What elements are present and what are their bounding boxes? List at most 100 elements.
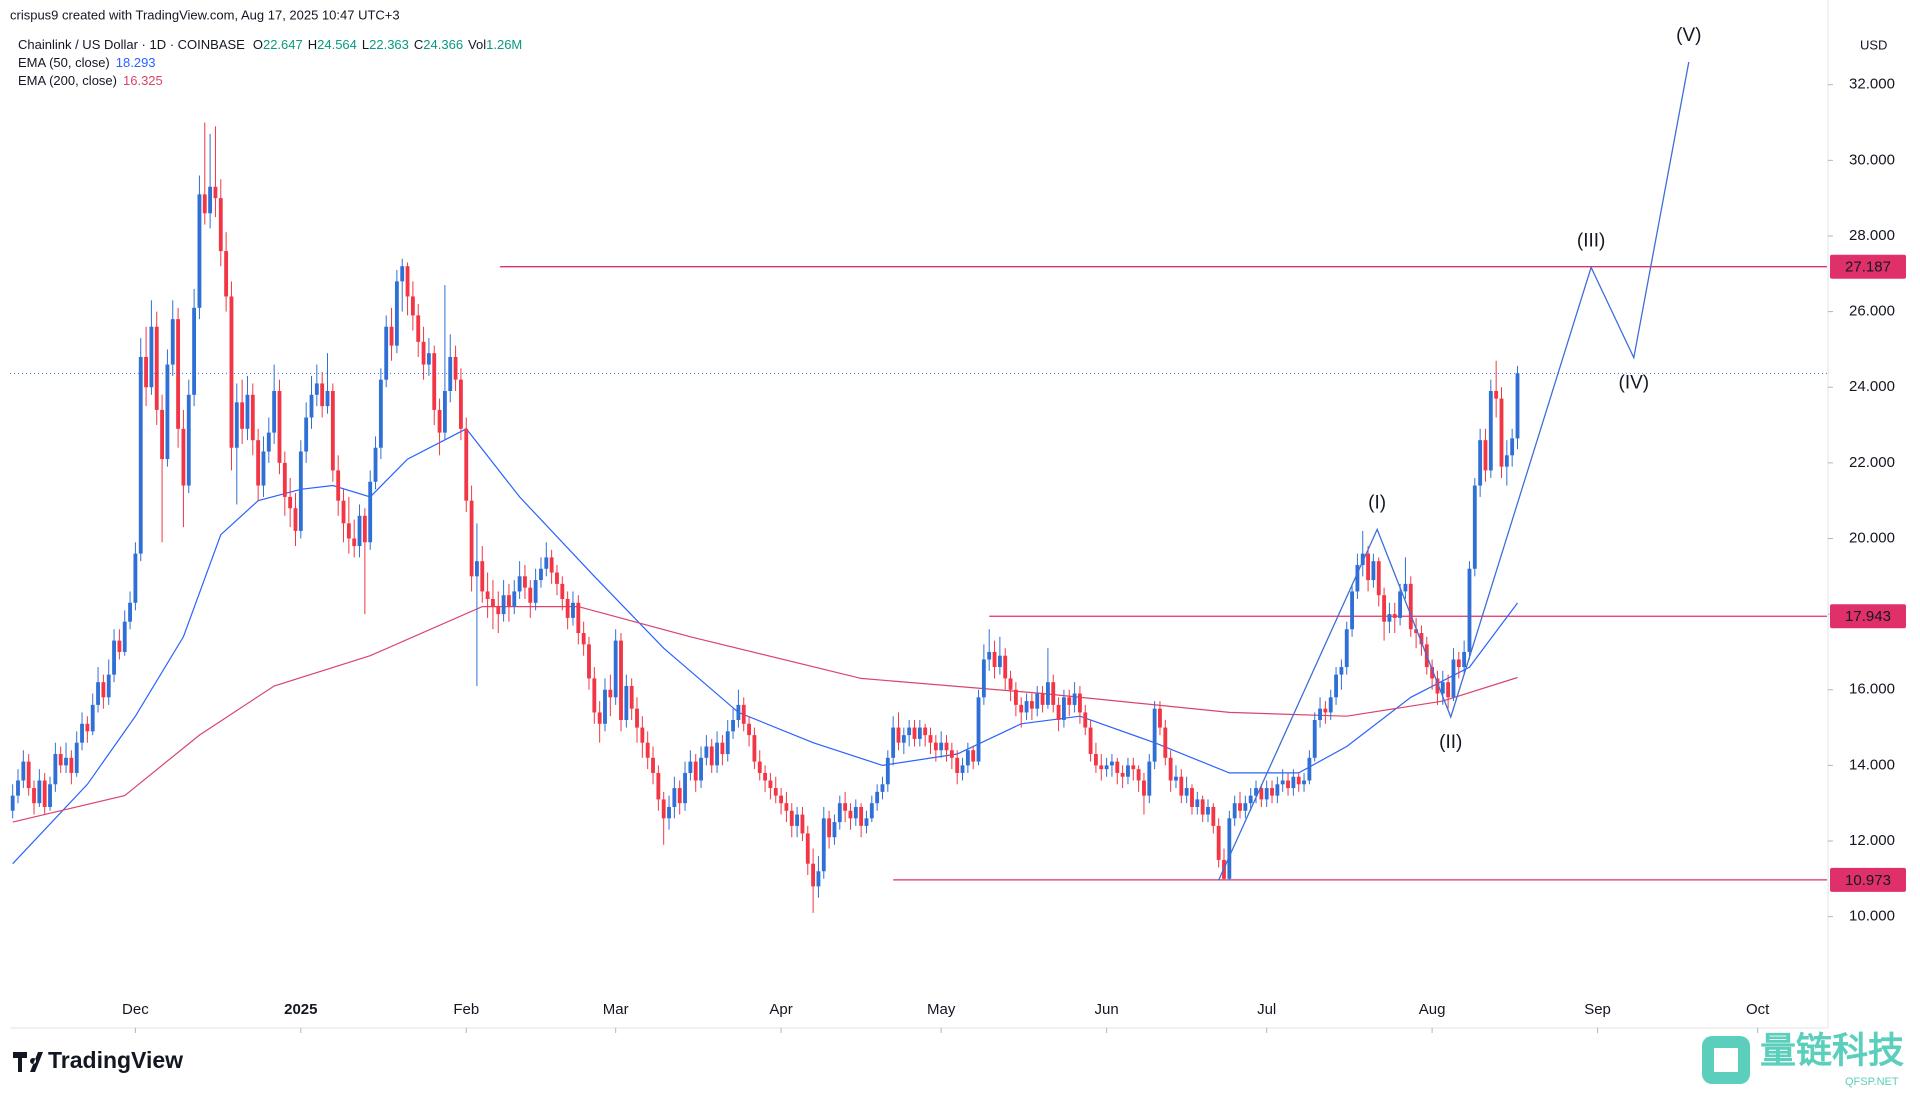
- candle-body: [1398, 591, 1403, 618]
- candle-body: [149, 326, 154, 388]
- candle-body: [384, 326, 389, 380]
- candle-body: [976, 697, 981, 762]
- candle-body: [378, 379, 383, 448]
- candle-body: [1392, 614, 1397, 618]
- watermark-title: 量链科技: [1760, 1030, 1904, 1071]
- y-tick-label: 14.000: [1849, 756, 1895, 773]
- candle-body: [1414, 629, 1419, 634]
- candle-body: [1131, 765, 1136, 770]
- candle-body: [1344, 629, 1349, 668]
- candle-body: [106, 674, 111, 698]
- candle-body: [1029, 701, 1034, 709]
- candle-body: [683, 772, 687, 804]
- candle-body: [389, 326, 394, 346]
- candle-body: [853, 806, 858, 819]
- candle-body: [784, 803, 789, 811]
- candle-body: [117, 640, 122, 652]
- y-tick-label: 30.000: [1849, 151, 1895, 168]
- candle-body: [517, 576, 522, 592]
- candle-body: [731, 720, 735, 732]
- candle-body: [645, 742, 650, 758]
- candle-body: [1003, 655, 1008, 679]
- candle-body: [1254, 788, 1258, 796]
- candle-body: [667, 806, 671, 819]
- candle-body: [944, 742, 949, 751]
- x-tick-label: Jun: [1095, 1001, 1119, 1018]
- candle-body: [314, 383, 319, 395]
- candle-body: [1323, 708, 1328, 713]
- candle-body: [229, 296, 234, 448]
- candle-body: [1371, 561, 1376, 581]
- y-tick-label: 22.000: [1849, 454, 1895, 471]
- candle-body: [1499, 398, 1504, 467]
- ohlc-value: 24.366: [423, 37, 463, 52]
- level-label: 17.943: [1845, 608, 1891, 625]
- candle-body: [1045, 682, 1050, 705]
- wave-label: (I): [1368, 492, 1386, 513]
- candle-body: [1430, 667, 1435, 679]
- candle-body: [1339, 667, 1344, 675]
- indicator-name: EMA (200, close): [18, 73, 117, 88]
- candle-body: [1360, 553, 1365, 565]
- x-tick-label: May: [927, 1001, 956, 1018]
- candle-body: [1099, 765, 1104, 770]
- candle-body: [362, 515, 367, 543]
- candle-body: [533, 580, 538, 603]
- candle-body: [496, 606, 501, 615]
- x-tick-label: Jul: [1257, 1001, 1276, 1018]
- candle-body: [1467, 568, 1472, 652]
- candle-body: [955, 757, 960, 773]
- ema-line: [12, 428, 1518, 865]
- x-tick-label: Sep: [1584, 1001, 1611, 1018]
- candle-body: [421, 341, 426, 365]
- candle-body: [869, 803, 874, 819]
- ohlc-value: 1.26M: [486, 37, 522, 52]
- candle-body: [133, 553, 138, 603]
- candle-body: [1419, 633, 1424, 645]
- candle-body: [330, 391, 335, 471]
- candle-body: [293, 508, 298, 531]
- candle-body: [320, 383, 325, 407]
- candle-body: [560, 583, 565, 599]
- candle-body: [651, 757, 655, 773]
- candle-body: [619, 640, 623, 720]
- candle-body: [1259, 788, 1264, 800]
- candle-body: [811, 863, 816, 887]
- wave-line: [1218, 61, 1690, 881]
- wave-label: (IV): [1619, 373, 1650, 394]
- x-tick-label: Apr: [769, 1001, 792, 1018]
- candle-body: [891, 727, 896, 758]
- candle-body: [523, 576, 527, 588]
- candle-body: [1302, 780, 1306, 785]
- candle-body: [544, 557, 549, 569]
- candle-body: [437, 409, 442, 433]
- candle-body: [1387, 614, 1392, 622]
- candle-body: [864, 818, 869, 826]
- candle-body: [37, 780, 42, 804]
- ohlc-key: H: [308, 37, 317, 52]
- candle-body: [240, 402, 245, 429]
- candle-body: [656, 772, 661, 800]
- candle-body: [1152, 708, 1157, 762]
- candle-body: [779, 795, 784, 804]
- candle-body: [101, 682, 106, 698]
- candle-body: [266, 432, 271, 452]
- candle-body: [42, 780, 47, 807]
- candle-body: [74, 742, 79, 773]
- candle-body: [1350, 591, 1354, 630]
- candle-body: [965, 750, 970, 766]
- level-label-box: [1830, 867, 1906, 892]
- candle-body: [800, 814, 805, 834]
- level-label-box: [1830, 604, 1906, 629]
- y-tick-label: 12.000: [1849, 832, 1895, 849]
- candle-body: [250, 394, 255, 441]
- candle-body: [288, 496, 293, 509]
- candle-body: [709, 746, 714, 766]
- candle-body: [1478, 440, 1483, 486]
- ohlc-key: O: [253, 37, 263, 52]
- candle-body: [805, 833, 810, 864]
- candle-body: [715, 742, 719, 766]
- candle-body: [693, 761, 698, 781]
